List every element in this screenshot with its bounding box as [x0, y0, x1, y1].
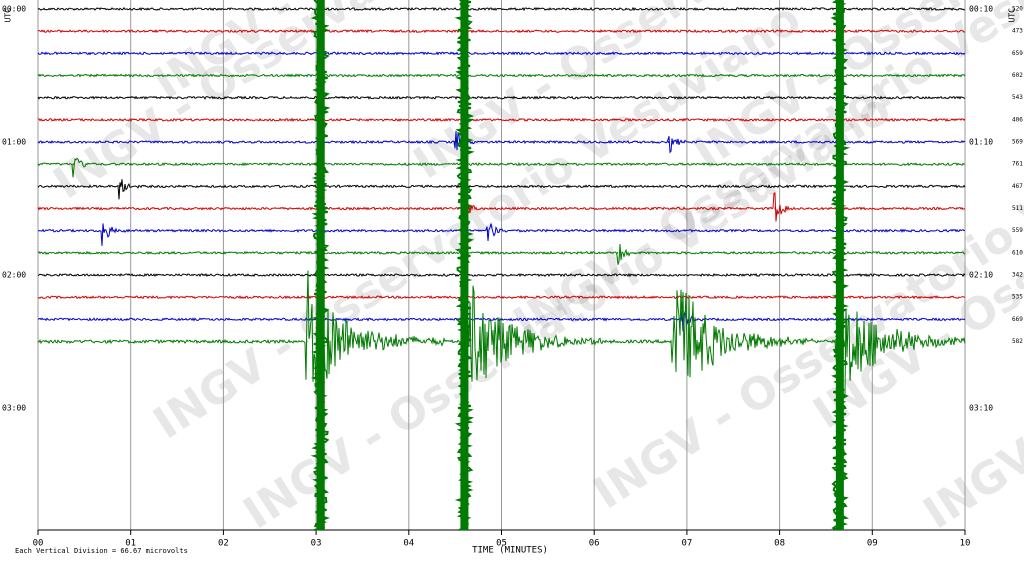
x-tick-label: 05: [496, 539, 507, 549]
x-tick-label: 04: [403, 539, 414, 549]
row-label: 761: [1012, 161, 1023, 168]
trace: [37, 243, 965, 265]
left-time-label: 00:00: [2, 5, 26, 14]
row-label: 473: [1012, 28, 1023, 35]
row-label: 559: [1012, 227, 1023, 234]
saturated-band: [830, 0, 851, 531]
right-time-label: 01:10: [969, 138, 993, 147]
left-axis-label: UTC: [4, 8, 13, 23]
x-tick-label: 10: [960, 539, 971, 549]
row-label: 543: [1012, 94, 1023, 101]
saturated-band: [310, 0, 331, 531]
right-time-label: 00:10: [969, 5, 993, 14]
trace: [37, 295, 966, 300]
x-tick-label: 08: [774, 539, 785, 549]
right-time-label: 02:10: [969, 271, 993, 280]
trace: [37, 29, 965, 34]
row-label: 406: [1012, 116, 1023, 123]
row-label: 669: [1012, 316, 1023, 323]
x-tick-label: 03: [311, 539, 322, 549]
trace: [37, 117, 966, 123]
trace: [37, 308, 966, 332]
trace: [37, 272, 966, 278]
x-tick-label: 02: [218, 539, 229, 549]
footnote: Each Vertical Division = 66.67 microvolt…: [15, 547, 188, 555]
saturated-core: [316, 0, 325, 530]
row-label: 659: [1012, 50, 1023, 57]
x-tick-label: 00: [33, 539, 44, 549]
trace: [37, 179, 966, 200]
row-label: 582: [1012, 338, 1023, 345]
row-label: 602: [1012, 72, 1023, 79]
right-axis-label: UTC: [1008, 8, 1017, 23]
left-time-label: 01:00: [2, 138, 26, 147]
row-label: 520: [1012, 6, 1023, 13]
x-tick-label: 09: [867, 539, 878, 549]
trace: [37, 130, 966, 154]
saturated-band: [454, 0, 475, 531]
trace: [37, 223, 966, 246]
row-label: 511: [1012, 205, 1023, 212]
left-time-label: 02:00: [2, 271, 26, 280]
trace: [37, 6, 966, 12]
row-label: 610: [1012, 249, 1023, 256]
saturated-core: [460, 0, 469, 530]
x-tick-label: 06: [589, 539, 600, 549]
trace: [37, 95, 966, 100]
right-time-label: 03:10: [969, 404, 993, 413]
saturated-core: [835, 0, 844, 530]
trace: [37, 192, 966, 222]
trace: [37, 270, 966, 400]
row-label: 535: [1012, 294, 1023, 301]
x-tick-label: 07: [681, 539, 692, 549]
row-label: 569: [1012, 139, 1023, 146]
left-time-label: 03:00: [2, 404, 26, 413]
trace: [37, 51, 966, 56]
trace: [37, 73, 966, 78]
row-label: 342: [1012, 272, 1023, 279]
x-tick-label: 01: [125, 539, 136, 549]
x-axis-label: TIME (MINUTES): [472, 546, 548, 556]
row-label: 467: [1012, 183, 1023, 190]
trace: [37, 157, 966, 178]
